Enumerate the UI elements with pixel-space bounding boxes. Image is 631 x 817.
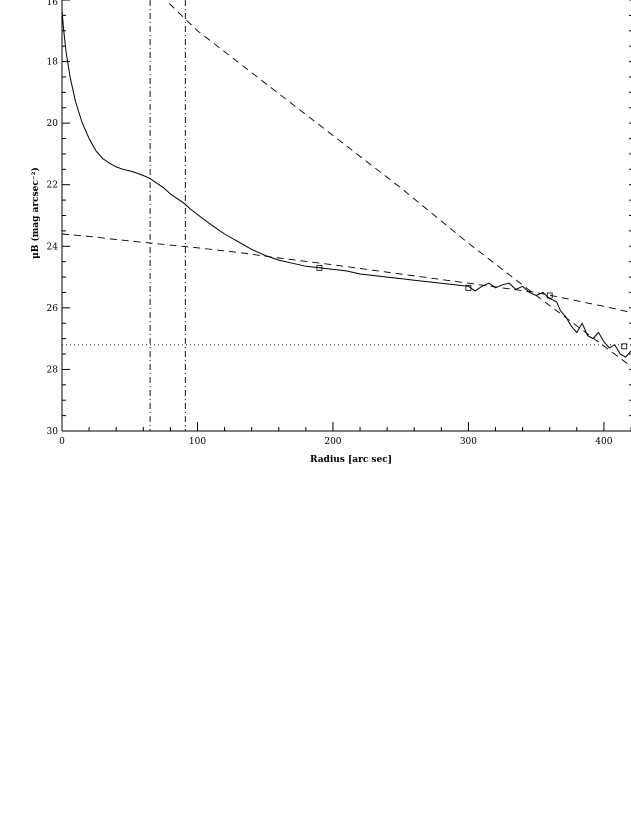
y-tick-label: 24 [47,242,59,252]
y-axis-ticks: 16 18 20 22 24 26 28 30 [47,0,631,437]
square-marker [465,284,472,291]
y-tick-label: 22 [47,181,58,191]
y-tick-label: 18 [47,58,59,68]
plot-frame [61,0,631,432]
x-tick-label: 200 [324,437,341,447]
square-marker [316,264,323,271]
x-tick-label: 100 [189,437,206,447]
x-tick-label: 400 [595,437,612,447]
series-line-2-dashed [61,233,631,313]
x-tick-label: 300 [460,437,477,447]
y-tick-label: 16 [47,0,59,8]
marker-layer [316,264,628,350]
series-layer [61,0,631,431]
square-marker [546,292,553,299]
y-tick-label: 30 [47,427,59,437]
square-marker [621,343,628,350]
y-tick-label: 28 [47,365,59,375]
series-line-1-solid [61,9,631,358]
x-axis-label: Radius [arc sec] [310,455,392,465]
x-axis-ticks: 0 100 200 300 400 [59,422,631,447]
series-line-3-dashed [164,0,631,367]
y-tick-label: 26 [47,304,59,314]
x-tick-label: 0 [59,437,65,447]
y-axis-label: μB (mag arcsec⁻²) [30,167,41,259]
y-tick-label: 20 [47,119,59,129]
